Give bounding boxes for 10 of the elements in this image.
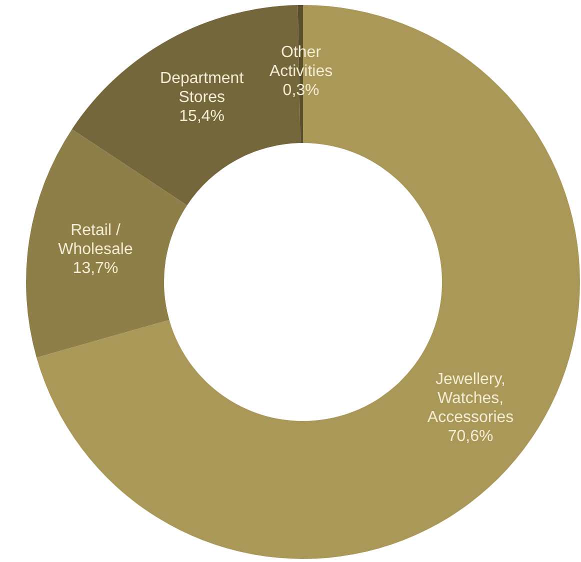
slice-label: Other Activities xyxy=(269,44,333,80)
data-label: 15,4% xyxy=(179,108,225,126)
slice-label: Retail / Wholesale xyxy=(58,222,133,258)
data-label: 13,7% xyxy=(72,260,118,278)
donut-slice xyxy=(36,5,580,559)
slice-label: Jewellery, Watches, Accessories xyxy=(427,371,514,426)
donut-slice xyxy=(26,129,188,358)
slice-label: Department Stores xyxy=(160,70,244,106)
data-label: 0,3% xyxy=(282,82,320,100)
data-label: 70,6% xyxy=(448,428,494,446)
